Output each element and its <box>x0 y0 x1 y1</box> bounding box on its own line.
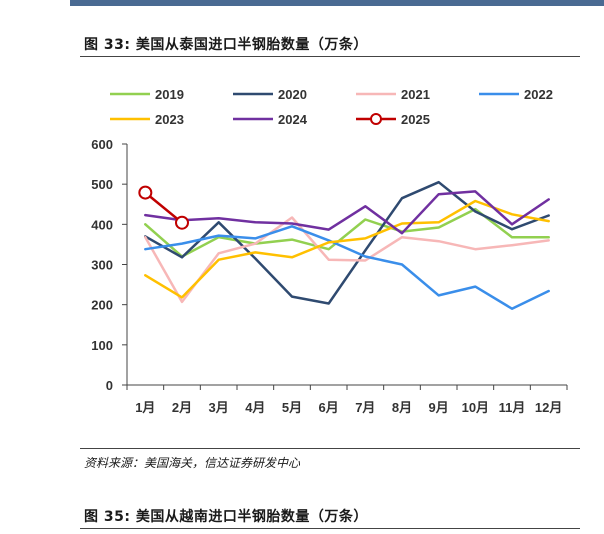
series-line-2020 <box>144 180 550 305</box>
legend-label-2024: 2024 <box>278 112 308 127</box>
legend-label-2019: 2019 <box>155 87 184 102</box>
y-tick-label: 600 <box>91 137 113 152</box>
series-line-2024 <box>144 190 550 235</box>
next-figure-title: 图 35: 美国从越南进口半钢胎数量（万条） <box>84 509 368 525</box>
x-tick-label: 5月 <box>282 400 302 415</box>
next-title-divider <box>80 528 580 529</box>
legend-label-2020: 2020 <box>278 87 307 102</box>
y-tick-label: 400 <box>91 217 113 232</box>
series-line-2022 <box>144 225 550 310</box>
x-tick-label: 1月 <box>135 400 155 415</box>
y-tick-label: 0 <box>106 378 113 393</box>
x-tick-label: 8月 <box>392 400 412 415</box>
x-tick-label: 4月 <box>245 400 265 415</box>
top-accent-bar <box>70 0 604 6</box>
legend-label-2021: 2021 <box>401 87 430 102</box>
y-tick-label: 300 <box>91 258 113 273</box>
y-tick-label: 100 <box>91 338 113 353</box>
x-tick-label: 3月 <box>209 400 229 415</box>
series-line-2025 <box>144 191 184 224</box>
x-tick-label: 2月 <box>172 400 192 415</box>
chart-legend: 2019 2020 2021 2022 2023 2024 2025 <box>110 87 553 127</box>
source-divider <box>80 448 580 449</box>
x-tick-label: 9月 <box>429 400 449 415</box>
legend-label-2023: 2023 <box>155 112 184 127</box>
x-axis: 1月 2月 3月 4月 5月 6月 7月 8月 9月 10月 11月 12月 <box>126 384 568 415</box>
x-tick-label: 7月 <box>355 400 375 415</box>
plot-area <box>138 180 550 310</box>
y-tick-label: 500 <box>91 177 113 192</box>
x-tick-label: 6月 <box>319 400 339 415</box>
y-tick-label: 200 <box>91 298 113 313</box>
legend-label-2025: 2025 <box>401 112 430 127</box>
series-point-2025 <box>175 215 189 230</box>
series-point-2025 <box>138 185 153 200</box>
series-line-2023 <box>144 199 550 299</box>
series-line-2021 <box>144 216 550 304</box>
title-divider <box>80 56 580 57</box>
legend-label-2022: 2022 <box>524 87 553 102</box>
x-tick-label: 12月 <box>535 400 562 415</box>
y-axis: 0 100 200 300 400 500 600 <box>91 137 128 393</box>
source-note: 资料来源：美国海关，信达证券研发中心 <box>84 456 301 470</box>
x-tick-label: 11月 <box>499 400 526 415</box>
x-tick-label: 10月 <box>462 400 489 415</box>
figure-title: 图 33: 美国从泰国进口半钢胎数量（万条） <box>84 37 368 53</box>
legend-marker-2025 <box>370 113 382 125</box>
